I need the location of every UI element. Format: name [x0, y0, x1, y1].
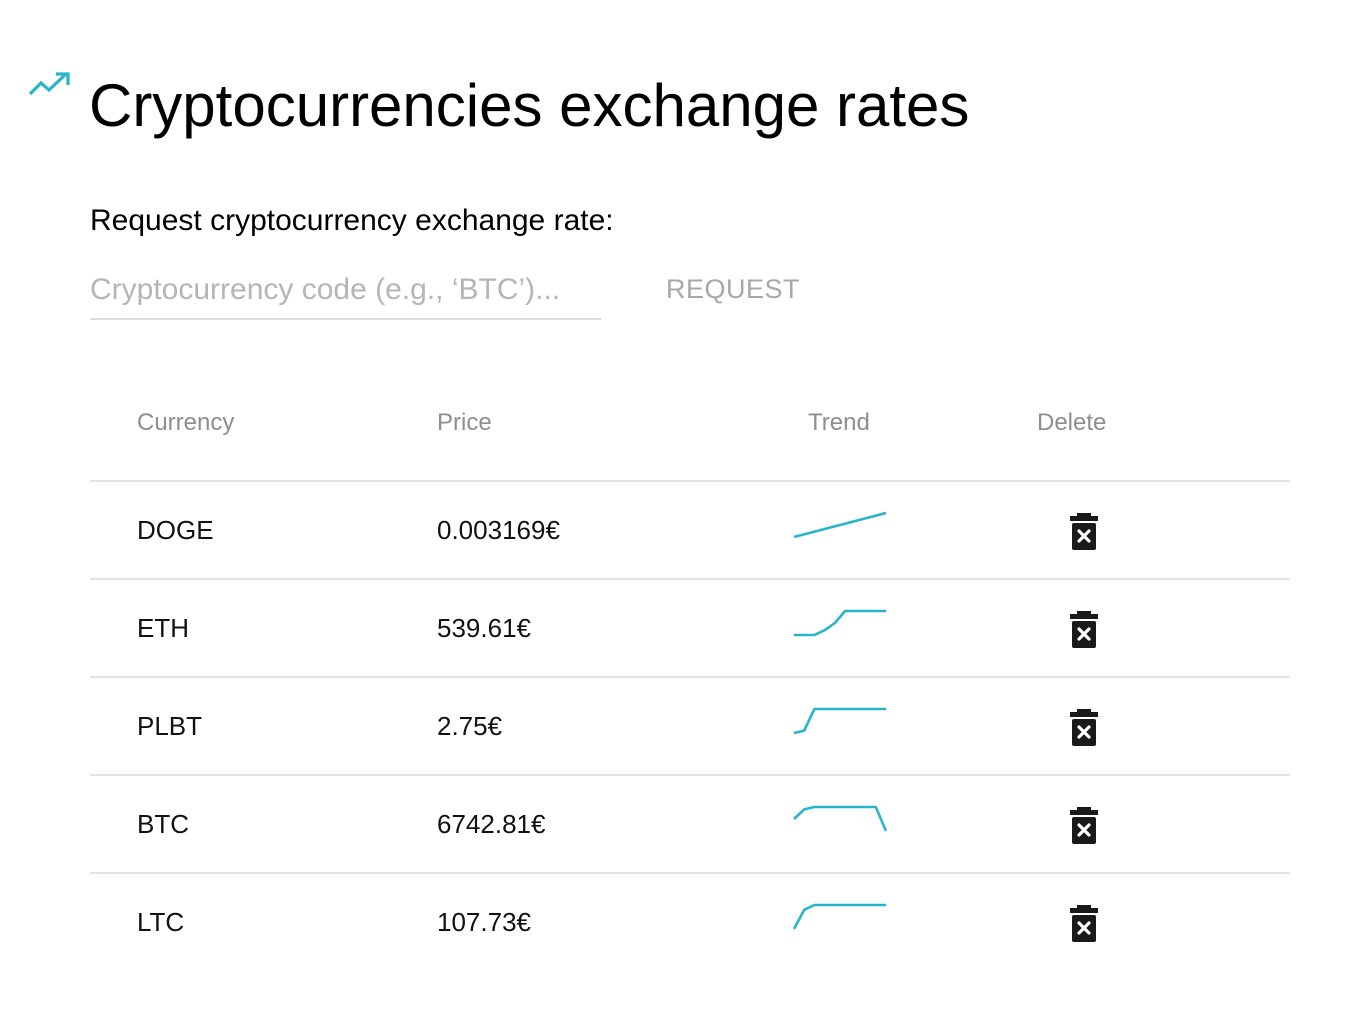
- currency-code-input[interactable]: [90, 262, 601, 320]
- delete-button[interactable]: [1068, 708, 1100, 748]
- currency-price: 0.003169€: [437, 515, 560, 545]
- trending-up-icon: [28, 72, 70, 96]
- rates-table: Currency Price Trend Delete DOGE 0.003169…: [90, 378, 1290, 970]
- currency-price: 107.73€: [437, 907, 531, 937]
- currency-price: 2.75€: [437, 711, 503, 741]
- currency-code: LTC: [137, 907, 185, 937]
- table-row: BTC 6742.81€: [90, 776, 1290, 874]
- currency-code: BTC: [137, 809, 189, 839]
- trash-icon: [1070, 513, 1098, 550]
- trend-sparkline: [790, 507, 890, 547]
- request-label: Request cryptocurrency exchange rate:: [90, 204, 614, 237]
- currency-code: DOGE: [137, 515, 214, 545]
- table-body: DOGE 0.003169€ ETH 539.61€ PLBT 2.75€ BTC 6742.…: [90, 482, 1290, 970]
- delete-button[interactable]: [1068, 904, 1100, 944]
- trend-sparkline: [790, 703, 890, 743]
- currency-price: 539.61€: [437, 613, 531, 643]
- trash-icon: [1070, 709, 1098, 746]
- table-row: PLBT 2.75€: [90, 678, 1290, 776]
- table-header: Currency Price Trend Delete: [90, 378, 1290, 482]
- currency-price: 6742.81€: [437, 809, 546, 839]
- trend-line: [794, 609, 886, 637]
- column-header-delete: Delete: [1037, 409, 1107, 436]
- delete-button[interactable]: [1068, 610, 1100, 650]
- table-row: DOGE 0.003169€: [90, 482, 1290, 580]
- trend-line: [793, 707, 886, 735]
- currency-code: PLBT: [137, 711, 203, 741]
- trend-sparkline: [790, 801, 890, 841]
- column-header-trend: Trend: [808, 409, 870, 436]
- table-row: ETH 539.61€: [90, 580, 1290, 678]
- trend-sparkline: [790, 899, 890, 939]
- trash-icon: [1070, 611, 1098, 648]
- trash-icon: [1070, 807, 1098, 844]
- delete-button[interactable]: [1068, 512, 1100, 552]
- delete-button[interactable]: [1068, 806, 1100, 846]
- trend-line: [792, 903, 886, 930]
- trend-line: [793, 511, 887, 539]
- trash-icon: [1070, 905, 1098, 942]
- currency-code: ETH: [137, 613, 189, 643]
- table-row: LTC 107.73€: [90, 874, 1290, 970]
- column-header-price: Price: [437, 409, 492, 436]
- column-header-currency: Currency: [137, 409, 235, 436]
- page-title: Cryptocurrencies exchange rates: [89, 72, 970, 139]
- request-button[interactable]: REQUEST: [650, 262, 816, 316]
- trend-line: [793, 805, 888, 832]
- trend-sparkline: [790, 605, 890, 645]
